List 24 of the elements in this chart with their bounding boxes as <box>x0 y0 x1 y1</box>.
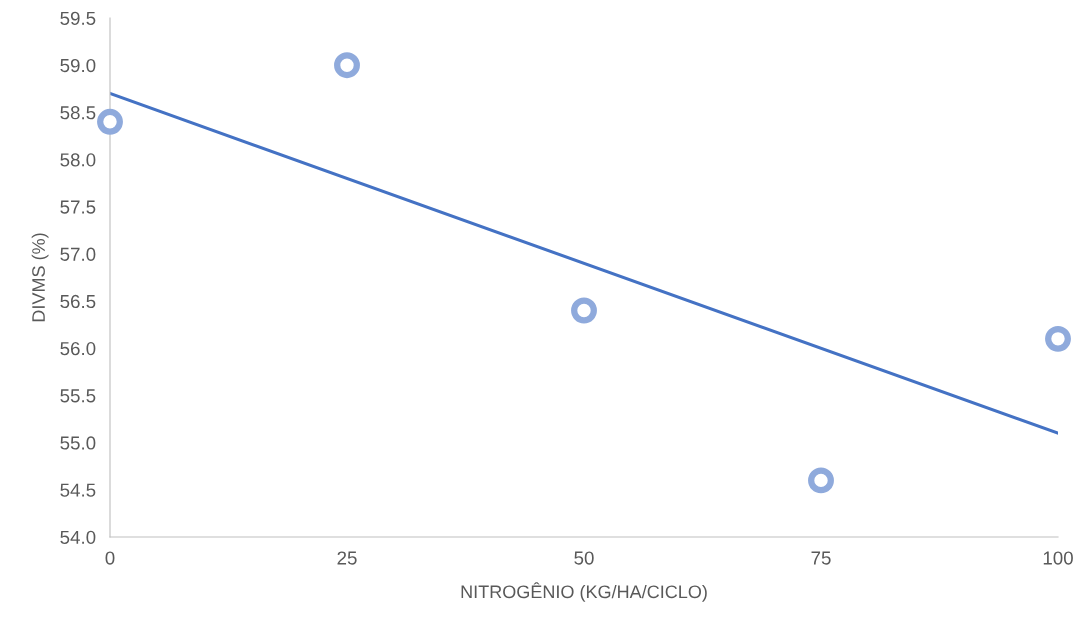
point <box>1045 325 1071 352</box>
point <box>808 467 834 494</box>
y-tick-label: 58.5 <box>60 106 96 120</box>
x-tick-label: 75 <box>811 551 831 565</box>
x-tick-label: 50 <box>574 551 594 565</box>
point <box>571 297 597 324</box>
x-tick-label: 25 <box>337 551 357 565</box>
y-tick-label: 59.5 <box>60 11 96 25</box>
x-axis-title: NITROGÊNIO (KG/HA/CICLO) <box>461 582 707 602</box>
point <box>334 52 360 79</box>
y-tick-label: 55.5 <box>60 389 96 403</box>
y-tick-label: 56.0 <box>60 341 96 356</box>
point <box>97 108 123 135</box>
x-tick-label: 100 <box>1043 551 1073 565</box>
y-tick-label: 57.5 <box>60 200 96 214</box>
y-tick-label: 58.0 <box>60 153 96 167</box>
y-tick-label: 54.0 <box>60 530 96 544</box>
y-tick-label: 56.5 <box>60 294 96 309</box>
y-tick-label: 59.0 <box>60 58 96 73</box>
y-axis-title: DIVMS (%) <box>31 233 49 322</box>
y-tick-label: 55.0 <box>60 436 96 450</box>
y-tick-label: 57.0 <box>60 247 96 261</box>
y-tick-label: 54.5 <box>60 483 96 497</box>
x-tick-label: 0 <box>105 551 115 565</box>
